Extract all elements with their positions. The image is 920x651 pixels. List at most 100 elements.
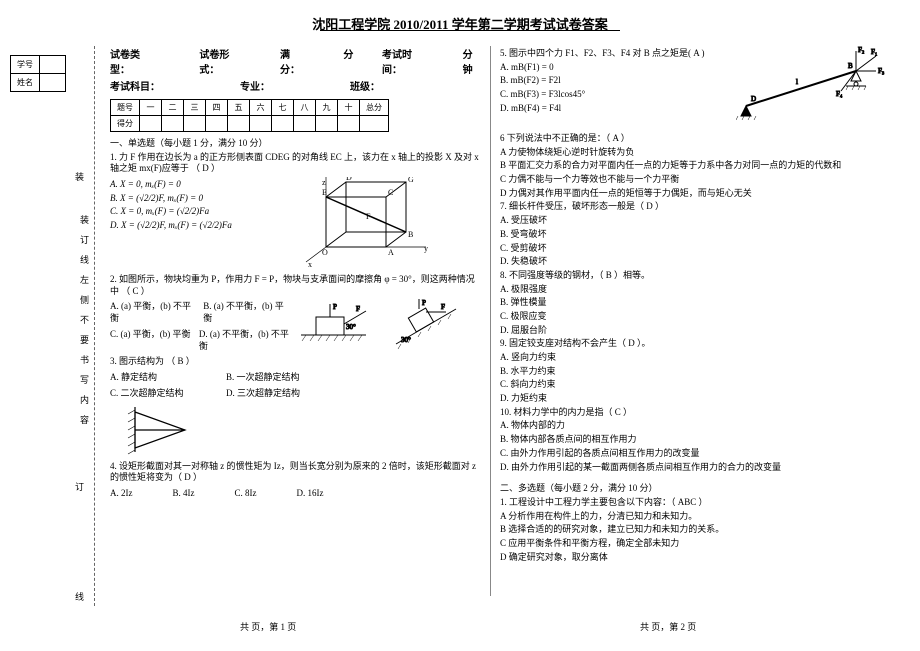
svg-text:O: O	[322, 248, 328, 257]
beam-forces-diagram: F₁ F₃ F₂ F₄ D B l	[736, 46, 886, 131]
score-h: 四	[206, 100, 228, 116]
q3-opt-c: C. 二次超静定结构	[110, 388, 220, 400]
info-row-2: 考试科目： 专业： 班级：	[110, 78, 480, 93]
score-table: 题号 一 二 三 四 五 六 七 八 九 十 总分 得分	[110, 99, 389, 132]
q8-opt-b: B. 弹性模量	[500, 297, 890, 309]
score-h: 题号	[111, 100, 140, 116]
q2-opt-a: A. (a) 平衡，(b) 不平衡	[110, 301, 197, 324]
q3-opt-a: A. 静定结构	[110, 372, 220, 384]
time-label: 考试时间：	[382, 46, 425, 76]
q3-opt-b: B. 一次超静定结构	[226, 372, 300, 384]
svg-text:x: x	[308, 260, 312, 269]
footer-left: 共 页，第 1 页	[240, 620, 296, 633]
svg-text:F₂: F₂	[858, 46, 865, 54]
q10-opt-c: C. 由外力作用引起的各质点间相互作用力的改变量	[500, 448, 890, 460]
score-h: 二	[162, 100, 184, 116]
stub-blank	[40, 56, 66, 74]
score-h: 九	[316, 100, 338, 116]
q9-text: 9. 固定铰支座对结构不会产生（ D ）。	[500, 338, 890, 350]
score-h: 六	[250, 100, 272, 116]
q7-text: 7. 细长杆件受压，破坏形态一般是（ D ）	[500, 201, 890, 213]
stub-label-name: 姓名	[11, 74, 40, 92]
svg-text:F₄: F₄	[836, 90, 843, 98]
q7-opt-b: B. 受弯破坏	[500, 229, 890, 241]
q9-opt-d: D. 力矩约束	[500, 393, 890, 405]
q8-opt-c: C. 极限应变	[500, 311, 890, 323]
q10-opt-a: A. 物体内部的力	[500, 420, 890, 432]
q5-opt-b: B. mB(F2) = F2l	[500, 75, 730, 87]
student-stub-table: 学号 姓名	[10, 55, 66, 92]
q6-opt-d: D 力偶对其作用平面内任一点的矩恒等于力偶矩，而与矩心无关	[500, 188, 890, 200]
q5-opt-d: D. mB(F4) = F4l	[500, 103, 730, 115]
time-unit: 分钟	[463, 46, 480, 76]
cube-diagram: y x z C G O A D E B F	[296, 177, 436, 272]
section1-title: 一、单选题（每小题 1 分，满分 10 分）	[110, 138, 480, 150]
type-label: 试卷类型：	[110, 46, 153, 76]
q1-opt-d: D. X = (√2/2)F, mₓ(F) = (√2/2)Fa	[110, 220, 290, 232]
mq1-text: 1. 工程设计中工程力学主要包含以下内容：（ ABC ）	[500, 497, 890, 509]
binding-dash-line	[94, 46, 95, 606]
friction-diagram: F P 30° F P 30°	[296, 299, 466, 354]
q4-opt-b: B. 4Iz	[173, 488, 195, 500]
q1-opt-a: A. X = 0, mₓ(F) = 0	[110, 179, 290, 191]
section2-title: 二、多选题（每小题 2 分，满分 10 分）	[500, 483, 890, 495]
score-h: 一	[140, 100, 162, 116]
mq1-opt-d: D 确定研究对象，取分离体	[500, 552, 890, 564]
q6-opt-c: C 力偶不能与一个力等效也不能与一个力平衡	[500, 174, 890, 186]
svg-text:y: y	[424, 244, 428, 253]
info-row-1: 试卷类型： 试卷形式： 满分： 分 考试时间： 分钟	[110, 46, 480, 76]
svg-text:P: P	[422, 299, 426, 307]
footer-right: 共 页，第 2 页	[640, 620, 696, 633]
q4-opt-d: D. 16Iz	[297, 488, 324, 500]
q10-text: 10. 材料力学中的内力是指（ C ）	[500, 407, 890, 419]
q8-text: 8. 不同强度等级的钢材，（ B ）相等。	[500, 270, 890, 282]
score-h: 十	[338, 100, 360, 116]
side-mark-2: 订	[75, 480, 84, 493]
q6-opt-a: A 力使物体绕矩心逆时针旋转为负	[500, 147, 890, 159]
stub-blank	[40, 74, 66, 92]
q7-opt-a: A. 受压破坏	[500, 215, 890, 227]
svg-text:E: E	[322, 188, 327, 197]
svg-text:l: l	[796, 78, 798, 86]
binding-side-text: 装订线左侧不要书写内容	[80, 210, 94, 430]
score-h: 八	[294, 100, 316, 116]
svg-text:F: F	[366, 212, 371, 221]
q3-opt-d: D. 三次超静定结构	[226, 388, 300, 400]
svg-text:D: D	[346, 177, 352, 182]
q5-text: 5. 图示中四个力 F1、F2、F3、F4 对 B 点之矩是( A )	[500, 48, 730, 60]
q9-opt-b: B. 水平力约束	[500, 366, 890, 378]
side-mark-1: 装	[75, 170, 84, 183]
q5-opt-a: A. mB(F1) = 0	[500, 62, 730, 74]
left-column: 试卷类型： 试卷形式： 满分： 分 考试时间： 分钟 考试科目： 专业： 班级：…	[110, 46, 480, 502]
q2-text: 2. 如图所示，物块均重为 P，作用力 F = P，物块与支承面间的摩擦角 φ …	[110, 274, 480, 297]
class-label: 班级：	[350, 78, 380, 93]
form-label: 试卷形式：	[199, 46, 242, 76]
q6-text: 6 下列说法中不正确的是：（ A ）	[500, 133, 890, 145]
svg-text:B: B	[848, 62, 853, 70]
q5-opt-c: C. mB(F3) = F3lcos45°	[500, 89, 730, 101]
svg-text:F₁: F₁	[871, 48, 877, 56]
q10-opt-b: B. 物体内部各质点间的相互作用力	[500, 434, 890, 446]
major-label: 专业：	[240, 78, 270, 93]
mq1-opt-a: A 分析作用在构件上的力，分清已知力和未知力。	[500, 511, 890, 523]
q4-opt-c: C. 8Iz	[235, 488, 257, 500]
score-h: 五	[228, 100, 250, 116]
score-h: 三	[184, 100, 206, 116]
mq1-opt-b: B 选择合适的的研究对象，建立已知力和未知力的关系。	[500, 524, 890, 536]
q10-opt-d: D. 由外力作用引起的某一截面两侧各质点间相互作用力的合力的改变量	[500, 462, 890, 474]
subject-label: 考试科目：	[110, 78, 160, 93]
score-h: 总分	[360, 100, 389, 116]
q2-opt-c: C. (a) 平衡，(b) 平衡	[110, 329, 193, 341]
full-label: 满分：	[280, 46, 306, 76]
svg-text:D: D	[751, 95, 756, 103]
q7-opt-c: C. 受剪破坏	[500, 243, 890, 255]
q6-opt-b: B 平面汇交力系的合力对平面内任一点的力矩等于力系中各力对同一点的力矩的代数和	[500, 160, 890, 172]
svg-text:z: z	[322, 178, 326, 187]
q1-opt-c: C. X = 0, mₓ(F) = (√2/2)Fa	[110, 206, 290, 218]
svg-text:30°: 30°	[346, 323, 356, 331]
title-underline	[320, 30, 620, 31]
q7-opt-d: D. 失稳破坏	[500, 256, 890, 268]
q1-text: 1. 力 F 作用在边长为 a 的正方形侧表面 CDEG 的对角线 EC 上，该…	[110, 152, 480, 175]
q8-opt-a: A. 极限强度	[500, 284, 890, 296]
q2-opt-b: B. (a) 不平衡，(b) 平衡	[203, 301, 290, 324]
